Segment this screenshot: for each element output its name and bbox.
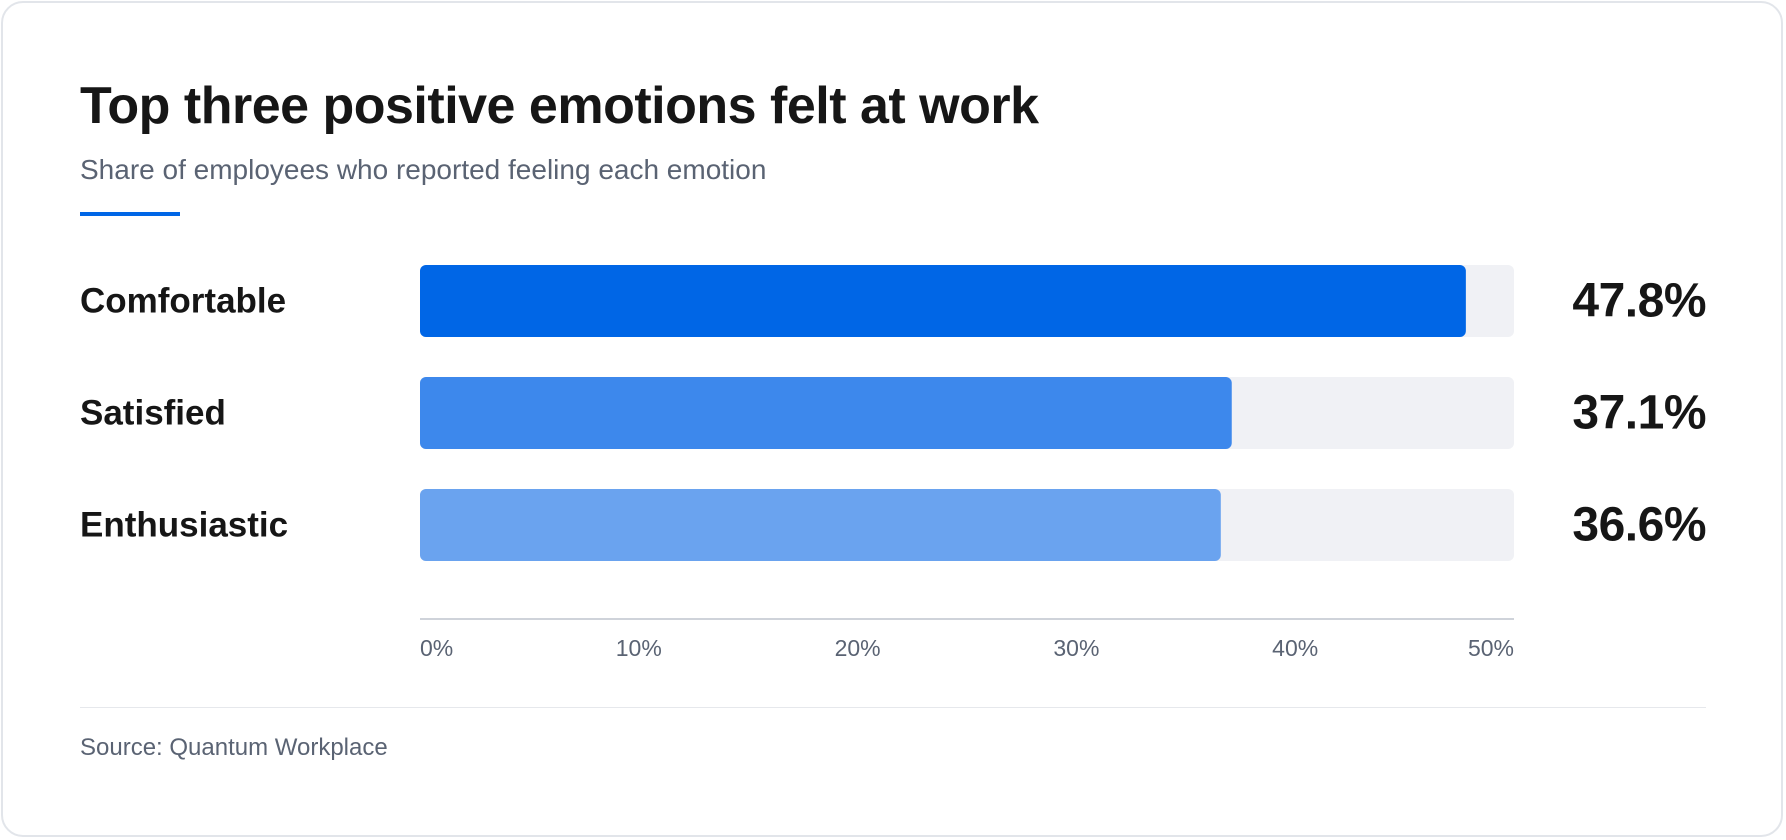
bar-enthusiastic	[420, 489, 1221, 561]
chart-subtitle: Share of employees who reported feeling …	[80, 154, 767, 185]
chart-title: Top three positive emotions felt at work	[80, 77, 1039, 135]
source-note: Source: Quantum Workplace	[80, 734, 388, 761]
title-accent-rule	[80, 212, 180, 216]
x-tick-label: 20%	[835, 635, 881, 661]
footer-divider	[80, 707, 1706, 708]
x-tick-label: 10%	[616, 635, 662, 661]
value-label: 37.1%	[1572, 387, 1706, 440]
value-label: 47.8%	[1572, 275, 1706, 328]
category-label: Satisfied	[80, 394, 226, 433]
bar-satisfied	[420, 377, 1232, 449]
x-tick-label: 30%	[1053, 635, 1099, 661]
x-tick-label: 50%	[1468, 635, 1514, 661]
category-label: Comfortable	[80, 282, 286, 321]
category-label: Enthusiastic	[80, 506, 288, 545]
value-label: 36.6%	[1572, 499, 1706, 552]
x-tick-label: 0%	[420, 635, 453, 661]
x-tick-label: 40%	[1272, 635, 1318, 661]
bar-comfortable	[420, 265, 1466, 337]
